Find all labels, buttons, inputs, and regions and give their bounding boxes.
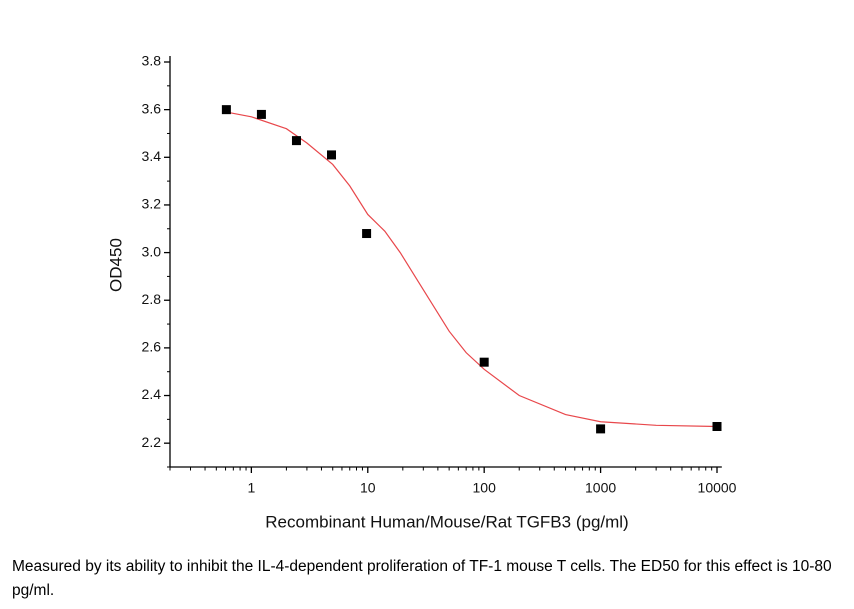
y-tick-label: 2.4 [142,386,162,402]
data-point [712,422,722,431]
y-tick-label: 3.6 [142,100,162,116]
chart: OD450 Recombinant Human/Mouse/Rat TGFB3 … [106,53,737,532]
x-tick-label: 10 [360,480,376,496]
y-tick-label: 2.6 [142,339,162,355]
data-point [221,105,231,115]
y-tick-label: 2.8 [142,291,162,307]
y-axis-label: OD450 [106,238,125,292]
x-tick-label: 100 [473,480,497,496]
x-tick-label: 1000 [585,480,616,496]
data-point [327,150,337,160]
x-axis-label: Recombinant Human/Mouse/Rat TGFB3 (pg/ml… [265,512,628,531]
x-tick-label: 1 [247,480,255,496]
data-point [291,136,301,146]
caption: Measured by its ability to inhibit the I… [12,558,832,599]
x-tick-label: 10000 [698,480,737,496]
data-point [596,424,606,434]
data-point [479,357,489,367]
y-tick-label: 3.0 [142,243,162,259]
y-tick-label: 3.2 [142,196,162,212]
y-tick-label: 2.2 [142,434,162,450]
fit-curve [226,111,718,428]
y-tick-label: 3.8 [142,53,162,69]
y-tick-label: 3.4 [142,148,162,164]
data-point [256,109,266,119]
data-point [362,229,372,239]
